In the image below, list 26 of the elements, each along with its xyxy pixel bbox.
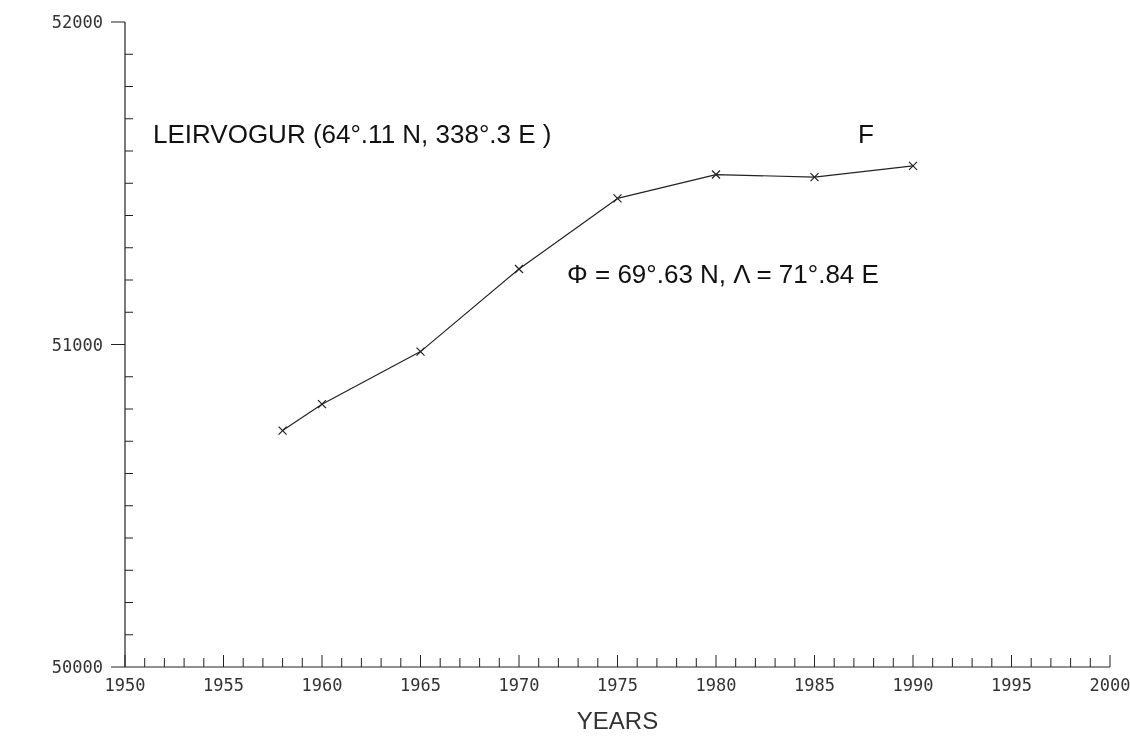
x-tick-label: 1970 (498, 675, 540, 695)
y-tick-label: 50000 (51, 657, 103, 677)
x-tick-label: 1960 (301, 675, 343, 695)
point (612, 193, 623, 204)
x-axis-title: YEARS (576, 707, 659, 734)
x-tick-label: 2000 (1089, 675, 1130, 695)
point (317, 399, 327, 409)
point (908, 161, 918, 171)
x-tick-label: 1955 (203, 675, 244, 695)
annotation: F (858, 119, 874, 149)
annotation: Φ = 69°.63 N, Λ = 71°.84 E (567, 259, 879, 289)
y-tick-label: 51000 (51, 334, 103, 355)
x-tick-label: 1995 (991, 675, 1032, 695)
point (278, 426, 288, 436)
y-tick-label: 52000 (51, 12, 103, 32)
point (514, 264, 524, 274)
x-tick-label: 1975 (597, 675, 638, 695)
x-tick-label: 1980 (695, 675, 737, 695)
x-tick-label: 1990 (892, 675, 934, 695)
annotation: LEIRVOGUR (64°.11 N, 338°.3 E ) (153, 119, 552, 149)
point (809, 172, 820, 182)
x-tick-label: 1950 (104, 675, 146, 695)
x-tick-label: 1965 (400, 675, 441, 695)
point (711, 169, 721, 180)
point (415, 347, 426, 357)
x-tick-label: 1985 (794, 675, 835, 695)
